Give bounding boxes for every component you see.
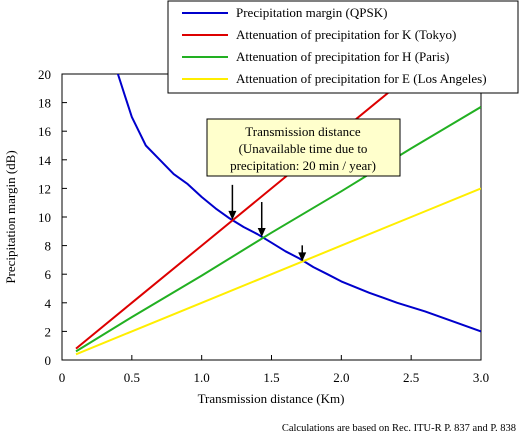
y-tick-label: 20 — [38, 67, 51, 82]
y-tick-label: 14 — [38, 153, 52, 168]
y-axis-label: Precipitation margin (dB) — [3, 150, 18, 283]
annotation-line-2: (Unavailable time due to — [239, 141, 368, 156]
plot-area — [61, 73, 482, 361]
x-tick-label: 1.5 — [263, 370, 279, 385]
x-tick-label: 3.0 — [473, 370, 489, 385]
annotation-arrowhead — [228, 210, 237, 220]
x-tick-label: 0.5 — [124, 370, 140, 385]
series-line-3 — [75, 187, 481, 356]
annotation-arrowhead — [257, 228, 266, 238]
x-tick-label: 2.0 — [333, 370, 349, 385]
legend-label: Precipitation margin (QPSK) — [236, 5, 387, 20]
y-tick-label: 16 — [38, 124, 52, 139]
annotation-line-1: Transmission distance — [245, 124, 361, 139]
x-tick-label: 2.5 — [403, 370, 419, 385]
legend-label: Attenuation of precipitation for K (Toky… — [236, 27, 456, 42]
x-tick-label: 0 — [59, 370, 66, 385]
y-tick-label: 0 — [45, 353, 52, 368]
footnote: Calculations are based on Rec. ITU-R P. … — [282, 423, 516, 434]
series-line-2 — [75, 106, 481, 353]
y-tick-label: 10 — [38, 210, 51, 225]
legend: Precipitation margin (QPSK) Attenuation o… — [167, 0, 519, 94]
transmission-distance-annotation: Transmission distance (Unavailable time … — [206, 118, 401, 262]
y-tick-label: 12 — [38, 181, 51, 196]
legend-label: Attenuation of precipitation for H (Pari… — [236, 49, 449, 64]
series-line-0 — [116, 74, 481, 333]
y-tick-label: 6 — [45, 267, 52, 282]
x-tick-label: 1.0 — [194, 370, 210, 385]
legend-label: Attenuation of precipitation for E (Los … — [236, 71, 487, 86]
annotation-line-3: precipitation: 20 min / year) — [230, 158, 376, 173]
y-tick-label: 18 — [38, 96, 51, 111]
x-axis-label: Transmission distance (Km) — [198, 391, 345, 406]
annotation-arrowhead — [298, 252, 307, 262]
annotation-box — [206, 118, 401, 177]
y-tick-label: 4 — [45, 296, 52, 311]
y-tick-label: 8 — [45, 239, 52, 254]
y-tick-label: 2 — [45, 324, 52, 339]
